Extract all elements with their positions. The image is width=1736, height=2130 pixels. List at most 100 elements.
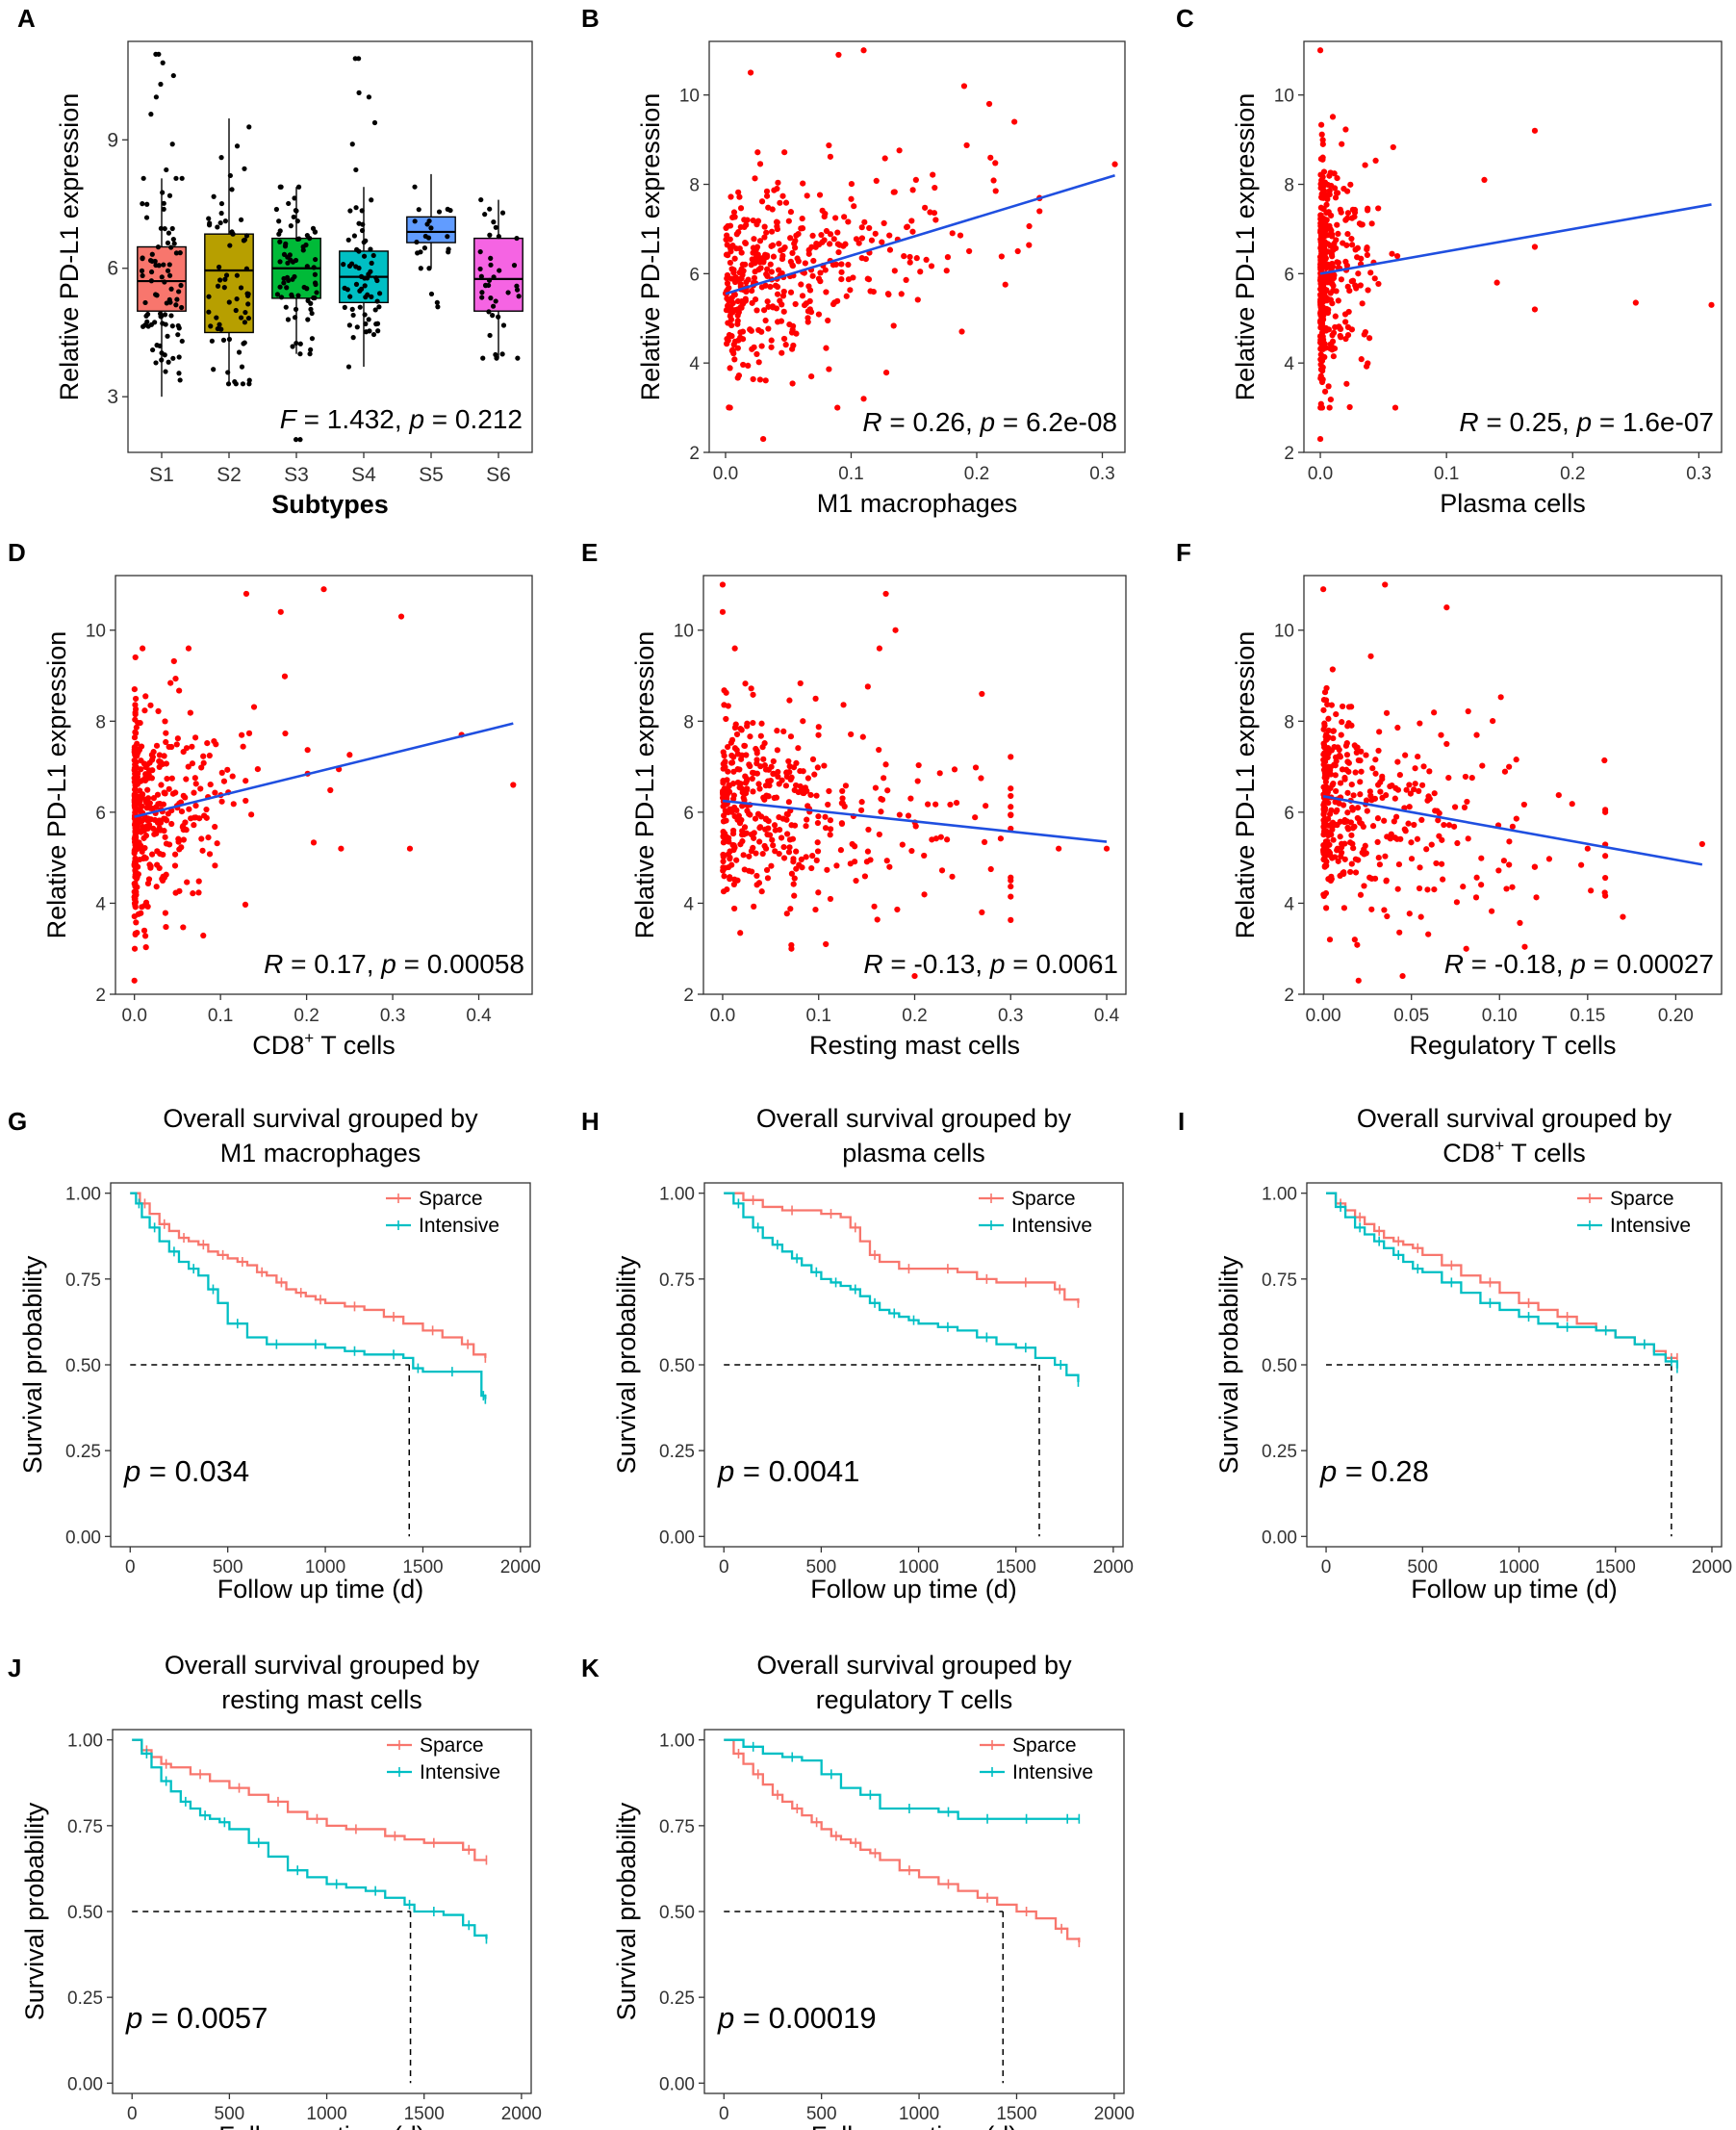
scatter-point xyxy=(778,834,785,841)
box-point xyxy=(294,218,300,224)
box-point xyxy=(347,294,353,299)
box-point xyxy=(487,232,493,238)
scatter-point xyxy=(1321,816,1328,823)
y-tick-label: 4 xyxy=(689,354,700,374)
scatter-point xyxy=(770,842,777,849)
y-axis-label: Relative PD-L1 expression xyxy=(55,93,84,401)
box-point xyxy=(147,258,154,264)
box-point xyxy=(499,351,505,357)
scatter-point xyxy=(732,306,739,314)
scatter-point xyxy=(131,685,138,693)
x-tick-label: 0 xyxy=(125,1557,136,1578)
box-point xyxy=(293,208,298,214)
box-point xyxy=(312,271,319,277)
scatter-point xyxy=(1008,883,1014,890)
scatter-point xyxy=(743,279,750,286)
scatter-point xyxy=(1391,795,1398,802)
scatter-point xyxy=(833,862,840,869)
scatter-point xyxy=(812,695,819,702)
scatter-point xyxy=(997,835,1005,842)
box-point xyxy=(487,332,493,339)
box-point xyxy=(227,243,233,248)
scatter-point xyxy=(752,269,758,275)
scatter-point xyxy=(804,816,810,823)
annotation-p_label: p xyxy=(1570,949,1586,979)
scatter-point xyxy=(748,831,755,838)
scatter-point xyxy=(1479,762,1486,769)
scatter-point xyxy=(1342,319,1349,325)
box-point xyxy=(359,208,365,214)
scatter-point xyxy=(1358,255,1365,262)
scatter-point xyxy=(1342,126,1349,133)
scatter-point xyxy=(170,657,177,665)
scatter-point xyxy=(758,343,765,349)
scatter-point xyxy=(904,223,910,231)
scatter-point xyxy=(142,855,149,861)
scatter-point xyxy=(726,783,732,789)
scatter-point xyxy=(1382,581,1389,588)
scatter-point xyxy=(162,834,168,840)
x-tick-label: S5 xyxy=(419,464,444,486)
y-tick-label: 0.00 xyxy=(67,2074,103,2094)
box-point xyxy=(239,364,245,370)
scatter-point xyxy=(242,901,249,908)
scatter-point xyxy=(782,342,789,348)
annotation-stat_value: = -0.13, xyxy=(883,949,990,979)
scatter-point xyxy=(1584,845,1591,852)
box-point xyxy=(225,370,231,375)
scatter-point xyxy=(743,221,750,228)
scatter-point xyxy=(214,840,220,847)
scatter-point xyxy=(858,255,865,262)
scatter-point xyxy=(1328,821,1336,828)
scatter-point xyxy=(1632,299,1639,306)
scatter-point xyxy=(760,307,768,314)
scatter-point xyxy=(1495,867,1502,874)
scatter-point xyxy=(168,743,175,751)
box-point xyxy=(165,268,171,273)
scatter-point xyxy=(932,217,939,223)
box-point xyxy=(152,320,158,325)
scatter-point xyxy=(886,246,894,253)
scatter-point xyxy=(1357,779,1364,785)
y-tick-label: 1.00 xyxy=(659,1732,695,1752)
scatter-point xyxy=(759,850,766,858)
box-point xyxy=(375,328,381,334)
km-title-line1: Overall survival grouped by xyxy=(756,1104,1072,1133)
scatter-point xyxy=(845,218,852,225)
scatter-point xyxy=(752,815,759,822)
scatter-point xyxy=(191,734,199,741)
x-axis-label: Follow up time (d) xyxy=(811,2121,1018,2130)
box-point xyxy=(300,247,306,253)
scatter-point xyxy=(921,891,928,898)
scatter-point xyxy=(751,344,757,350)
scatter-point xyxy=(851,203,857,210)
scatter-point xyxy=(189,743,195,750)
y-tick-label: 0.75 xyxy=(659,1270,695,1291)
scatter-point xyxy=(1533,894,1540,901)
scatter-point xyxy=(1351,742,1358,749)
scatter-point xyxy=(752,175,758,182)
stat-annotation: R = 0.25, p = 1.6e-07 xyxy=(1459,407,1714,437)
box-point xyxy=(418,249,423,255)
box-point xyxy=(297,437,303,443)
scatter-point xyxy=(1324,754,1331,761)
scatter-point xyxy=(224,766,231,773)
scatter-point xyxy=(801,789,807,796)
scatter-point xyxy=(1324,837,1331,845)
scatter-point xyxy=(1329,114,1337,120)
scatter-point xyxy=(978,775,984,782)
scatter-point xyxy=(1620,913,1626,920)
scatter-point xyxy=(197,785,204,792)
scatter-point xyxy=(734,345,741,351)
scatter-point xyxy=(1355,977,1362,984)
y-tick-label: 10 xyxy=(86,622,106,642)
scatter-point xyxy=(767,283,774,291)
panel-letter-k: K xyxy=(581,1654,600,1682)
scatter-point xyxy=(987,865,994,873)
scatter-point xyxy=(1317,320,1324,327)
scatter-point xyxy=(1333,710,1340,718)
scatter-point xyxy=(133,888,140,895)
scatter-point xyxy=(1531,244,1539,250)
annotation-stat_value: = 0.26, xyxy=(882,407,981,437)
box-point xyxy=(226,299,232,305)
